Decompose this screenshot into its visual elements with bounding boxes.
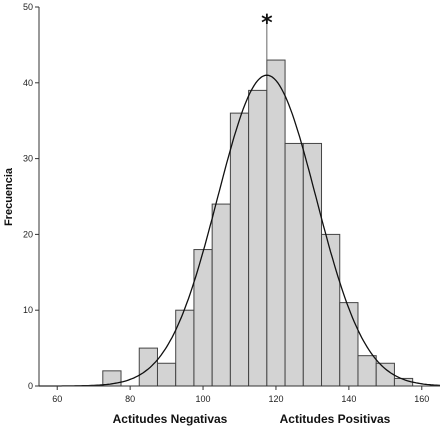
y-axis-title: Frecuencia	[3, 167, 15, 226]
y-tick-label: 40	[23, 78, 33, 88]
histogram-bar	[211, 203, 231, 387]
y-tick-label: 30	[23, 154, 33, 164]
histogram-bar	[138, 347, 158, 387]
x-tick-label: 160	[414, 394, 429, 404]
histogram-bar	[248, 89, 268, 387]
y-tick-label: 10	[23, 305, 33, 315]
normal-curve	[39, 74, 441, 387]
x-tick-label: 140	[341, 394, 356, 404]
histogram-bar	[321, 233, 341, 387]
histogram-bar	[229, 112, 250, 387]
y-ticks: 0 10 20 30 40 50	[23, 2, 39, 391]
x-tick-label: 100	[196, 394, 211, 404]
mean-star-marker: *	[261, 11, 273, 36]
annotation-positive-attitudes: Actitudes Positivas	[280, 412, 391, 426]
histogram-bar	[156, 362, 177, 387]
x-tick-label: 80	[125, 394, 135, 404]
histogram-bar	[339, 302, 359, 387]
x-tick-label: 120	[268, 394, 283, 404]
y-tick-label: 0	[28, 381, 33, 391]
histogram-bar	[193, 249, 213, 387]
y-tick-label: 50	[23, 2, 33, 12]
histogram-bar	[175, 309, 195, 387]
y-tick-label: 20	[23, 229, 33, 239]
histogram-bars	[102, 59, 414, 387]
histogram-bar	[284, 142, 304, 387]
annotation-negative-attitudes: Actitudes Negativas	[113, 412, 228, 426]
histogram-bar	[375, 362, 395, 387]
histogram-bar	[302, 142, 323, 387]
histogram-bar	[266, 59, 286, 387]
x-ticks: 60 80 100 120 140 160	[52, 386, 429, 404]
histogram-bar	[357, 355, 377, 387]
x-tick-label: 60	[52, 394, 62, 404]
